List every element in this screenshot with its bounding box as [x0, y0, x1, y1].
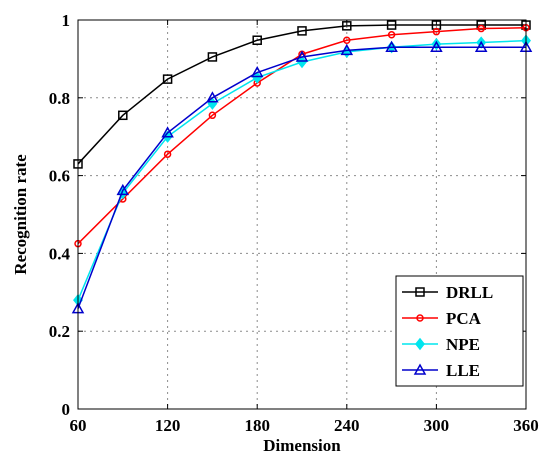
- legend-item-lle: LLE: [402, 361, 480, 380]
- data-point-lle: [206, 91, 219, 103]
- data-point-lle: [430, 40, 443, 52]
- data-point-drll: [162, 74, 173, 84]
- data-point-pca: [208, 111, 217, 120]
- series-npe: [73, 34, 531, 307]
- x-tick-label: 300: [424, 416, 450, 435]
- legend-marker-pca: [416, 314, 424, 322]
- series-layer: [71, 20, 533, 314]
- y-axis-label: Recognition rate: [11, 154, 30, 275]
- legend-marker-npe: [415, 337, 425, 351]
- plot-frame: [77, 19, 527, 410]
- legend-marker-lle: [413, 363, 427, 375]
- legend-label-drll: DRLL: [446, 283, 493, 302]
- y-tick-label: 0.8: [49, 89, 70, 108]
- x-tick-label: 180: [244, 416, 270, 435]
- data-point-lle: [116, 183, 130, 196]
- series-line-drll: [77, 24, 526, 165]
- data-point-pca: [477, 24, 485, 33]
- x-axis-label: Dimension: [263, 436, 341, 455]
- data-point-lle: [161, 126, 174, 138]
- legend-item-drll: DRLL: [402, 283, 493, 302]
- x-tick-label: 240: [334, 416, 360, 435]
- data-point-pca: [163, 150, 172, 158]
- data-point-drll: [118, 110, 128, 121]
- legend: DRLL PCA NPE LLE: [395, 275, 524, 387]
- data-point-lle: [385, 40, 398, 52]
- y-tick-label: 1: [62, 11, 71, 30]
- series-line-pca: [77, 27, 527, 245]
- x-tick-label: 60: [70, 416, 87, 435]
- data-point-drll: [207, 52, 218, 62]
- legend-marker-drll: [415, 287, 425, 297]
- tick-layer: 60 120 180 240 300 360 0 0.2 0.4 0.6 0.8 1: [49, 11, 539, 435]
- data-point-drll: [297, 26, 307, 36]
- legend-label-npe: NPE: [446, 335, 480, 354]
- legend-label-pca: PCA: [446, 309, 482, 328]
- y-tick-label: 0.2: [49, 322, 70, 341]
- data-point-lle: [295, 50, 309, 62]
- data-point-lle: [474, 40, 488, 52]
- legend-item-pca: PCA: [402, 309, 482, 328]
- data-point-drll: [252, 35, 262, 45]
- legend-label-lle: LLE: [446, 361, 480, 380]
- series-lle: [71, 40, 533, 314]
- data-point-pca: [343, 36, 351, 44]
- y-tick-label: 0.4: [49, 244, 71, 263]
- data-point-drll: [386, 20, 397, 30]
- x-tick-label: 360: [513, 416, 539, 435]
- data-point-pca: [387, 31, 396, 39]
- data-point-lle: [340, 43, 354, 56]
- series-line-npe: [77, 39, 527, 301]
- x-tick-label: 120: [155, 416, 181, 435]
- data-point-pca: [432, 27, 441, 36]
- y-tick-label: 0: [62, 400, 71, 419]
- y-tick-label: 0.6: [49, 167, 70, 186]
- legend-item-npe: NPE: [402, 335, 480, 354]
- data-point-lle: [250, 65, 264, 78]
- legend-box: [395, 275, 524, 387]
- series-line-lle: [77, 46, 526, 309]
